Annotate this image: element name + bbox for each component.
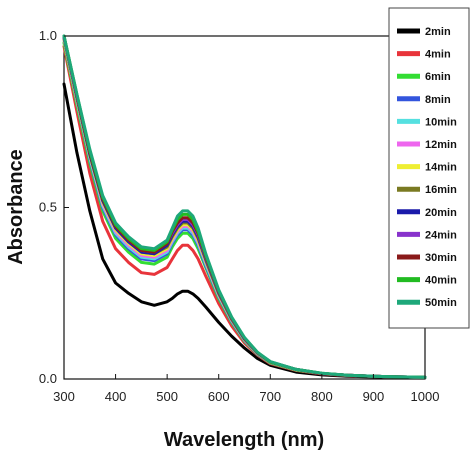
series-layer	[62, 34, 427, 380]
y-tick-label: 0.5	[39, 200, 57, 215]
x-tick-label: 300	[53, 389, 75, 404]
x-tick-label: 600	[208, 389, 230, 404]
x-tick-label: 700	[259, 389, 281, 404]
legend-label-40min: 40min	[425, 275, 457, 287]
legend-label-12min: 12min	[425, 139, 457, 151]
legend-label-50min: 50min	[425, 297, 457, 309]
legend-label-16min: 16min	[425, 184, 457, 196]
y-tick-label: 0.0	[39, 371, 57, 386]
legend-label-2min: 2min	[425, 26, 451, 38]
x-tick-label: 900	[363, 389, 385, 404]
legend-label-6min: 6min	[425, 71, 451, 83]
legend-label-30min: 30min	[425, 252, 457, 264]
ticks-layer: 300 400 500 600 700 800 900 1000 0.0 0.5 1.0	[39, 28, 440, 404]
x-tick-label: 500	[156, 389, 178, 404]
legend-label-4min: 4min	[425, 49, 451, 61]
series-line-50min	[62, 34, 427, 379]
legend-label-24min: 24min	[425, 229, 457, 241]
x-tick-label: 800	[311, 389, 333, 404]
plot-frame	[63, 35, 426, 380]
x-tick-label: 400	[105, 389, 127, 404]
x-tick-label: 1000	[411, 389, 440, 404]
legend: 2min 4min 6min 8min 10min 12min 14min 16min 20mi…	[397, 26, 457, 309]
legend-label-10min: 10min	[425, 116, 457, 128]
legend-label-14min: 14min	[425, 162, 457, 174]
legend-label-20min: 20min	[425, 207, 457, 219]
x-axis-title: Wavelength (nm)	[164, 429, 324, 451]
y-axis-title: Absorbance	[5, 149, 27, 265]
legend-label-8min: 8min	[425, 94, 451, 106]
y-tick-label: 1.0	[39, 28, 57, 43]
